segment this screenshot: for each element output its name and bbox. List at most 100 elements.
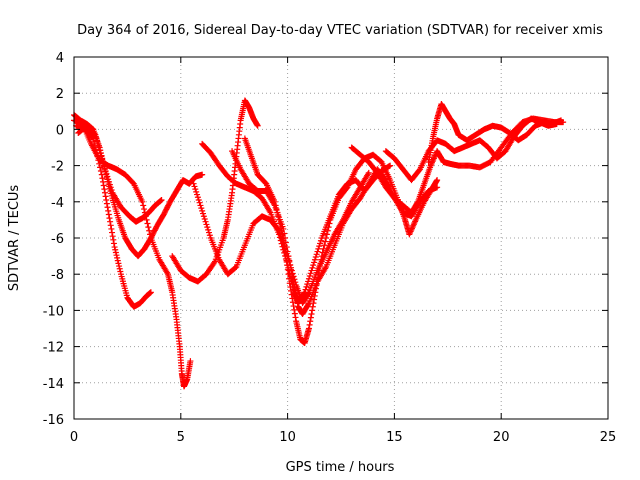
- y-tick-label: 2: [56, 87, 64, 102]
- data-point: [314, 248, 321, 255]
- data-point: [195, 196, 202, 203]
- data-point: [323, 235, 330, 241]
- data-point: [321, 242, 328, 249]
- data-point: [317, 260, 324, 267]
- data-point: [147, 289, 154, 296]
- data-point: [306, 321, 313, 328]
- x-tick-label: 10: [279, 430, 296, 445]
- data-point: [190, 180, 197, 187]
- data-point: [292, 314, 299, 321]
- data-point: [141, 206, 148, 213]
- data-point: [282, 235, 289, 241]
- data-point: [141, 209, 148, 216]
- x-axis-label: GPS time / hours: [286, 460, 395, 475]
- data-point: [319, 249, 326, 256]
- data-point: [311, 256, 318, 263]
- data-point: [113, 252, 120, 259]
- data-point: [305, 290, 312, 297]
- data-point: [311, 259, 318, 266]
- data-point: [112, 246, 119, 253]
- data-point: [282, 239, 289, 246]
- data-point: [310, 262, 317, 269]
- data-point: [211, 259, 218, 266]
- data-point: [291, 310, 298, 317]
- data-point: [200, 213, 207, 220]
- data-point: [194, 194, 201, 201]
- data-point: [140, 202, 147, 209]
- data-point: [284, 248, 291, 255]
- data-point: [316, 267, 323, 274]
- data-point: [203, 221, 210, 228]
- data-point: [116, 263, 123, 270]
- data-point: [323, 231, 330, 238]
- data-point: [194, 191, 201, 198]
- chart-title: Day 364 of 2016, Sidereal Day-to-day VTE…: [77, 23, 603, 38]
- data-point: [142, 213, 149, 220]
- data-point: [96, 147, 103, 154]
- data-point: [117, 268, 124, 275]
- data-point: [290, 303, 297, 310]
- data-point: [313, 251, 320, 258]
- data-point: [293, 297, 300, 304]
- data-point: [254, 122, 261, 129]
- y-axis-label: SDTVAR / TECUs: [7, 185, 22, 292]
- data-point: [104, 173, 111, 180]
- data-point: [115, 260, 122, 267]
- data-point: [293, 294, 300, 301]
- data-point: [187, 358, 194, 365]
- data-point: [105, 211, 112, 218]
- data-point: [100, 178, 107, 185]
- y-tick-label: -16: [43, 413, 64, 428]
- y-tick-label: -10: [43, 304, 64, 319]
- data-point: [110, 236, 117, 243]
- data-point: [288, 291, 295, 298]
- data-point: [307, 270, 314, 277]
- x-tick-label: 0: [70, 430, 78, 445]
- data-point: [107, 218, 114, 225]
- data-point: [108, 187, 115, 194]
- data-point: [97, 168, 104, 175]
- data-point: [109, 233, 116, 240]
- y-tick-label: -2: [51, 160, 64, 175]
- x-tick-label: 25: [600, 430, 617, 445]
- data-point: [289, 295, 296, 302]
- data-point: [101, 189, 108, 196]
- data-point: [324, 227, 331, 234]
- data-point: [197, 202, 204, 209]
- data-point: [198, 205, 205, 212]
- data-point: [309, 303, 316, 310]
- data-point: [202, 218, 209, 225]
- data-point: [307, 318, 314, 325]
- data-point: [553, 120, 560, 127]
- data-point: [97, 164, 104, 171]
- data-point: [191, 183, 198, 190]
- data-point: [306, 273, 313, 280]
- y-tick-label: -14: [43, 377, 64, 392]
- data-point: [106, 178, 113, 185]
- data-point: [387, 162, 394, 169]
- data-point: [206, 232, 213, 239]
- data-point: [292, 287, 299, 294]
- data-point: [158, 196, 165, 203]
- data-point: [105, 176, 112, 183]
- y-tick-label: -12: [43, 341, 64, 356]
- data-point: [111, 244, 118, 251]
- data-point: [414, 199, 421, 206]
- data-point: [318, 256, 325, 263]
- data-point: [558, 117, 565, 124]
- data-point: [108, 225, 115, 232]
- data-point: [305, 325, 312, 332]
- data-point: [305, 275, 312, 282]
- data-point: [283, 244, 290, 251]
- data-point: [193, 188, 200, 195]
- data-point: [199, 207, 206, 214]
- data-point: [286, 257, 293, 264]
- data-point: [292, 290, 299, 297]
- data-point: [307, 314, 314, 321]
- data-point: [104, 204, 111, 211]
- data-point: [289, 299, 296, 306]
- data-point: [103, 170, 110, 177]
- data-point: [205, 226, 212, 233]
